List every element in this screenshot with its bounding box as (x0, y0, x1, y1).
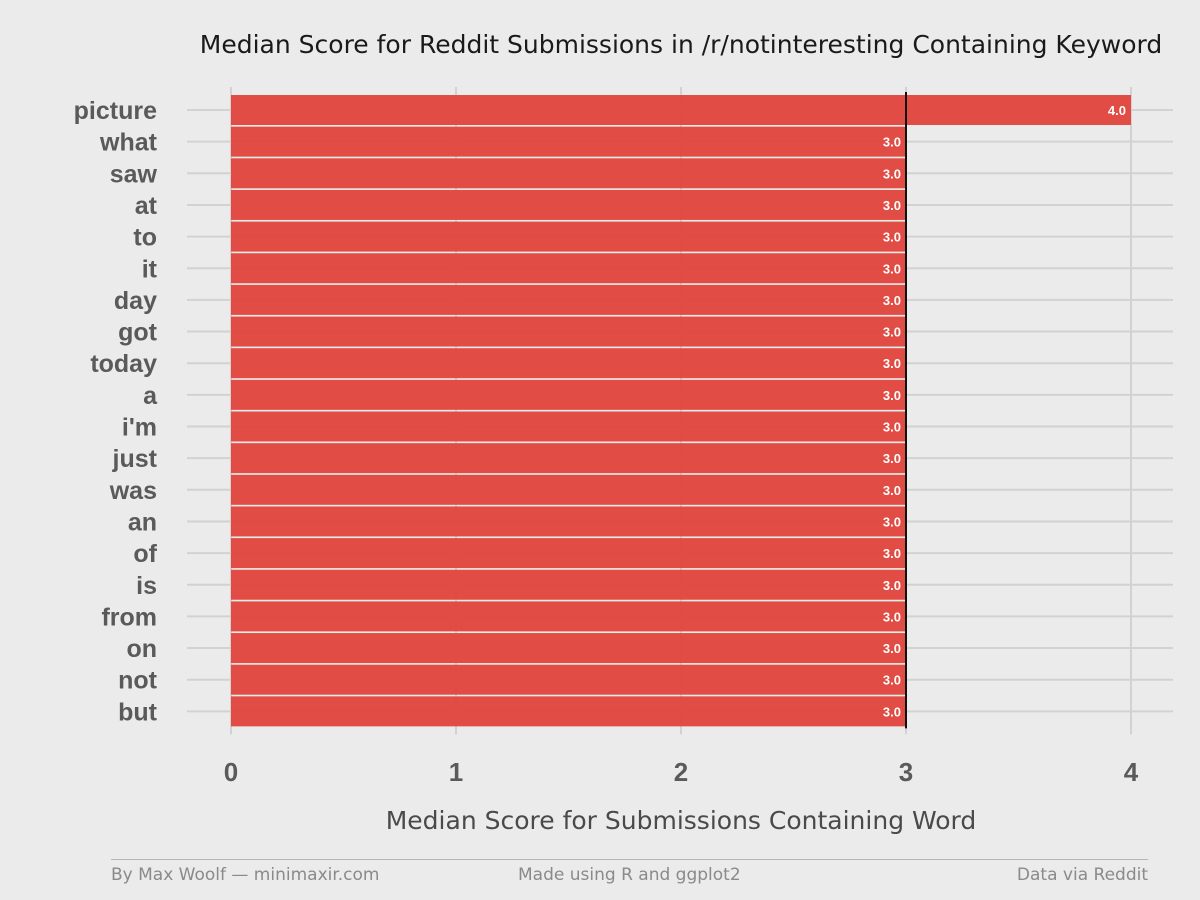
category-label: at (135, 192, 158, 220)
x-tick-label: 3 (899, 757, 913, 787)
bar-value-label: 3.0 (883, 293, 901, 308)
bars-group (231, 95, 1131, 727)
category-label: to (133, 224, 157, 252)
footer-divider (111, 859, 1148, 860)
bar-value-label: 3.0 (883, 261, 901, 276)
bar-value-label: 4.0 (1108, 103, 1126, 118)
bar (231, 158, 906, 189)
category-label: was (109, 477, 157, 505)
category-label: picture (74, 97, 157, 125)
bar (231, 601, 906, 632)
bar-value-label: 3.0 (883, 198, 901, 213)
bar (231, 443, 906, 474)
category-label: saw (110, 160, 158, 188)
category-label: a (143, 382, 158, 410)
bar-value-label: 3.0 (883, 704, 901, 719)
footer-source: Data via Reddit (1016, 865, 1148, 885)
bar (231, 253, 906, 284)
bar (231, 664, 906, 695)
x-tick-label: 1 (449, 757, 463, 787)
category-label: not (118, 667, 158, 695)
category-label: it (142, 255, 158, 283)
category-label: but (118, 698, 158, 726)
bar (231, 316, 906, 347)
bar (231, 696, 906, 727)
bar (231, 506, 906, 537)
bar (231, 633, 906, 664)
chart-title: Median Score for Reddit Submissions in /… (200, 30, 1162, 59)
bar (231, 538, 906, 569)
category-label: an (128, 508, 157, 536)
bar-value-label: 3.0 (883, 673, 901, 688)
bar-value-label: 3.0 (883, 325, 901, 340)
bar (231, 284, 906, 315)
footer-tools: Made using R and ggplot2 (518, 865, 741, 885)
x-tick-label: 0 (224, 757, 238, 787)
category-label: from (101, 603, 157, 631)
bar-value-label: 3.0 (883, 514, 901, 529)
bar (231, 189, 906, 220)
bar (231, 379, 906, 410)
bar (231, 569, 906, 600)
bar-value-label: 3.0 (883, 578, 901, 593)
category-label: on (126, 635, 157, 663)
footer-credit: By Max Woolf — minimaxir.com (111, 865, 380, 885)
bar-chart: Median Score for Reddit Submissions in /… (74, 30, 1173, 835)
bar-value-label: 3.0 (883, 641, 901, 656)
category-label: just (112, 445, 158, 473)
x-tick-labels: 0 1 2 3 4 (224, 757, 1139, 787)
x-axis-label: Median Score for Submissions Containing … (386, 806, 977, 835)
category-label: today (90, 350, 157, 378)
category-label: i'm (122, 414, 157, 442)
category-label: of (133, 540, 157, 568)
x-tick-label: 2 (674, 757, 688, 787)
bar-value-label: 3.0 (883, 166, 901, 181)
category-label: day (114, 287, 157, 315)
bar-value-label: 3.0 (883, 546, 901, 561)
bar-value-label: 3.0 (883, 230, 901, 245)
bar (231, 221, 906, 252)
bar-value-label: 3.0 (883, 356, 901, 371)
bar-value-label: 3.0 (883, 451, 901, 466)
category-label: got (118, 319, 158, 347)
bar (231, 348, 906, 379)
bar (231, 95, 1131, 125)
value-labels: 4.0 3.0 3.0 3.0 3.0 3.0 3.0 3.0 3.0 3.0 3.0 3.0 3.0 3… (883, 103, 1126, 719)
category-labels: picture what saw at to it day got today a i'm just w… (74, 97, 158, 726)
bar-value-label: 3.0 (883, 483, 901, 498)
bar-value-label: 3.0 (883, 420, 901, 435)
category-label: is (136, 572, 157, 600)
bar (231, 126, 906, 157)
category-label: what (99, 129, 158, 157)
bar-value-label: 3.0 (883, 388, 901, 403)
bar-value-label: 3.0 (883, 609, 901, 624)
x-tick-label: 4 (1124, 757, 1139, 787)
bar (231, 411, 906, 442)
bar-value-label: 3.0 (883, 135, 901, 150)
bar (231, 474, 906, 505)
